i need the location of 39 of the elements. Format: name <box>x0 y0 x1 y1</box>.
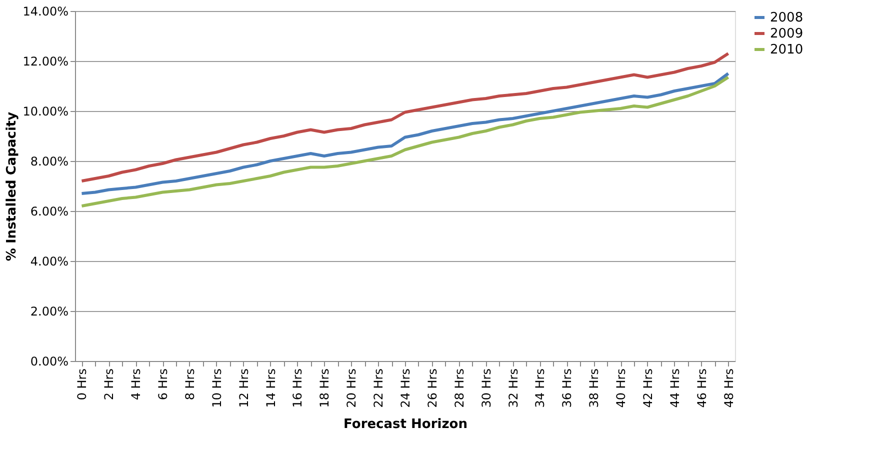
x-tick-label: 20 Hrs <box>344 368 359 408</box>
x-tick-label: 36 Hrs <box>560 368 574 408</box>
x-tick-label: 14 Hrs <box>264 368 278 408</box>
x-tick-label: 38 Hrs <box>587 368 602 408</box>
x-tick-label: 44 Hrs <box>668 368 682 408</box>
x-tick-label: 40 Hrs <box>614 368 628 408</box>
x-tick-label: 46 Hrs <box>694 368 709 408</box>
y-tick-label: 12.00% <box>22 54 68 68</box>
x-tick-label: 32 Hrs <box>506 368 520 408</box>
x-tick-label: 16 Hrs <box>290 368 305 408</box>
legend-label: 2010 <box>770 42 804 58</box>
y-tick-label: 2.00% <box>30 304 68 318</box>
y-tick-label: 10.00% <box>22 104 68 118</box>
x-tick-label: 26 Hrs <box>425 368 440 408</box>
y-tick-label: 8.00% <box>30 154 68 168</box>
x-tick-label: 34 Hrs <box>533 368 548 408</box>
x-tick-label: 22 Hrs <box>372 368 386 408</box>
x-tick-label: 30 Hrs <box>479 368 494 408</box>
x-tick-label: 4 Hrs <box>129 368 144 400</box>
x-tick-label: 18 Hrs <box>318 368 332 408</box>
x-tick-label: 24 Hrs <box>398 368 412 408</box>
y-axis-title: % Installed Capacity <box>4 111 20 262</box>
x-tick-label: 8 Hrs <box>182 368 197 400</box>
legend-label: 2008 <box>770 10 804 26</box>
x-axis-title: Forecast Horizon <box>344 416 468 432</box>
x-tick-label: 2 Hrs <box>102 368 116 400</box>
x-tick-label: 42 Hrs <box>640 368 655 408</box>
line-series <box>80 52 730 182</box>
x-tick-label: 12 Hrs <box>236 368 251 408</box>
x-tick-label: 28 Hrs <box>452 368 466 408</box>
x-tick-label: 10 Hrs <box>210 368 224 408</box>
x-tick-label: 48 Hrs <box>722 368 736 408</box>
x-tick-label: 0 Hrs <box>75 368 90 400</box>
y-tick-label: 0.00% <box>30 354 68 368</box>
x-tick-label: 6 Hrs <box>156 368 170 400</box>
y-tick-label: 4.00% <box>30 254 68 268</box>
legend-label: 2009 <box>770 26 804 42</box>
y-tick-label: 14.00% <box>22 4 68 18</box>
y-tick-label: 6.00% <box>30 204 68 218</box>
